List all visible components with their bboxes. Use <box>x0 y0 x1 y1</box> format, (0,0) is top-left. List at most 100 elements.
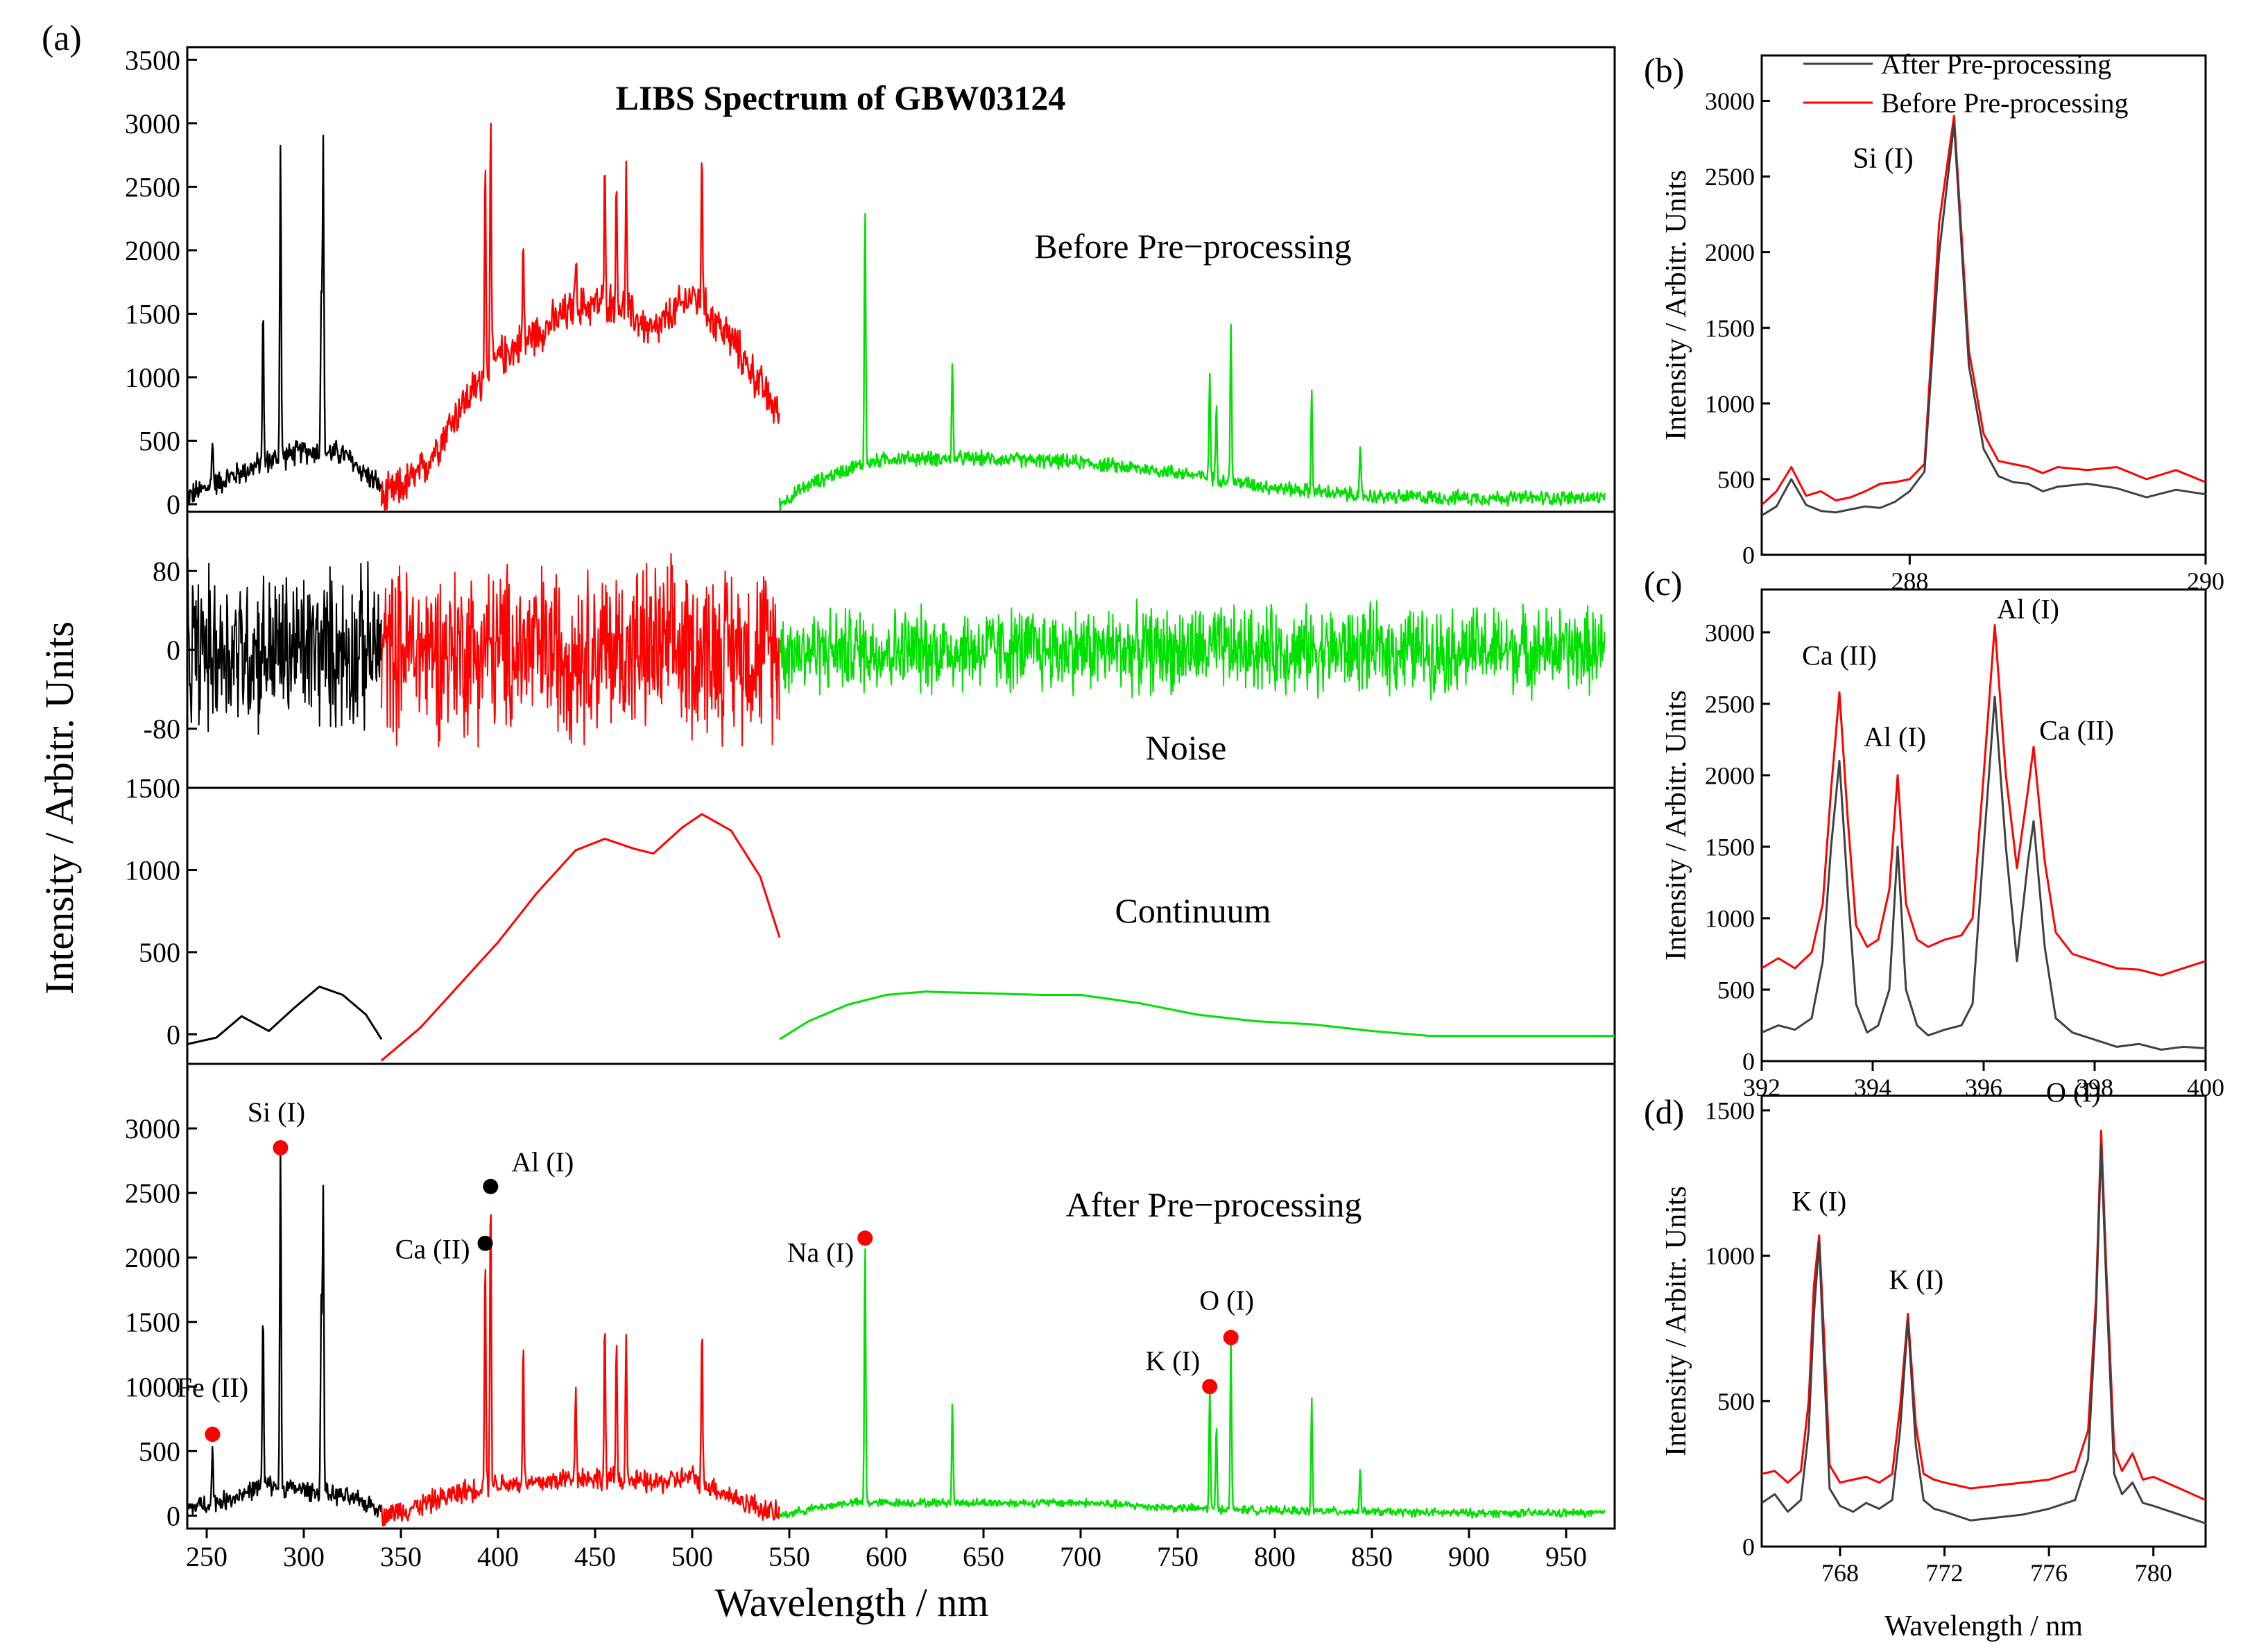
series-group <box>187 1143 1606 1527</box>
spectrum-line-spectrometer-2 <box>380 122 780 512</box>
x-tick-label: 450 <box>574 1541 616 1572</box>
x-tick-label: 500 <box>671 1541 713 1572</box>
detail-line-after-pre-processing <box>1761 1144 2206 1524</box>
main-y-axis-label: Intensity / Arbitr. Units <box>37 621 82 995</box>
spectrum-line-processed-1 <box>187 1143 382 1518</box>
y-tick-label: 2500 <box>125 171 180 203</box>
series-group <box>1761 1129 2206 1524</box>
y-tick-label: 3500 <box>125 44 180 76</box>
x-tick-label: 250 <box>186 1541 227 1572</box>
y-tick-label: 0 <box>1742 1048 1755 1076</box>
plot-frame <box>186 1062 1616 1530</box>
detail-line-after-pre-processing <box>1761 696 2206 1051</box>
y-tick-label: 1000 <box>125 854 180 886</box>
y-tick-label: 500 <box>139 937 180 968</box>
plot-frame <box>1760 54 2207 556</box>
y-tick-label: 2500 <box>1705 690 1755 718</box>
y-tick-label: 0 <box>1742 1533 1755 1561</box>
y-tick-label: 1500 <box>1705 1097 1755 1125</box>
y-tick-label: 500 <box>1717 466 1755 494</box>
y-tick-label: 1000 <box>125 1371 180 1402</box>
y-axis-label: Intensity / Arbitr. Units <box>1660 1186 1692 1456</box>
x-ticks: 250 300 350 400 450 500 550 600 650 700 750 800 850 9… <box>186 1529 1587 1572</box>
x-tick-label: 550 <box>768 1541 810 1572</box>
x-tick-label: 350 <box>380 1541 422 1572</box>
y-tick-label: -80 <box>144 714 180 745</box>
y-tick-label: 500 <box>139 425 180 456</box>
noise-line-noise-2 <box>381 553 780 748</box>
y-tick-label: 1000 <box>125 362 180 393</box>
panel-b-label: (b) <box>1644 51 1684 89</box>
si-detail-plot: Intensity / Arbitr. Units 0 500 1000 1500 20… <box>1660 49 2224 595</box>
noise-label: Noise <box>1146 728 1227 767</box>
y-tick-label: 3000 <box>125 108 180 139</box>
before-preprocessing-label: Before Pre−processing <box>1034 227 1351 266</box>
detail-line-before-pre-processing <box>1761 624 2206 976</box>
y-tick-label: 2500 <box>125 1178 180 1209</box>
peak-label: K (I) <box>1792 1185 1846 1216</box>
x-tick-label: 780 <box>2135 1559 2172 1587</box>
peak-annotation-label: Ca (II) <box>395 1234 470 1265</box>
peak-label: Ca (II) <box>1802 639 1877 671</box>
peak-annotation-label: K (I) <box>1145 1345 1200 1376</box>
peak-annotation-label: Fe (II) <box>177 1372 248 1403</box>
chart-title: LIBS Spectrum of GBW03124 <box>616 78 1066 117</box>
x-tick-label: 800 <box>1254 1541 1296 1572</box>
peak-marker <box>273 1139 289 1155</box>
y-axis-label: Intensity / Arbitr. Units <box>1660 690 1692 961</box>
continuum-line-continuum-1 <box>187 986 383 1046</box>
y-tick-label: 1500 <box>125 1307 180 1338</box>
series-group <box>1761 624 2206 1051</box>
y-tick-label: 1500 <box>125 773 180 804</box>
y-tick-label: 1500 <box>1705 834 1755 861</box>
continuum-line-continuum-2 <box>381 813 781 1062</box>
peak-label: Al (I) <box>1864 721 1926 752</box>
y-tick-label: 0 <box>166 489 180 520</box>
x-tick-label: 772 <box>1926 1559 1964 1587</box>
y-tick-label: 500 <box>139 1436 180 1467</box>
y-ticks: 0 500 1000 1500 <box>125 773 197 1050</box>
y-tick-label: 1000 <box>1705 905 1755 933</box>
detail-line-before-pre-processing <box>1760 114 2206 506</box>
main-x-axis-label: Wavelength / nm <box>715 1580 989 1625</box>
legend-before-label: Before Pre-processing <box>1881 87 2129 119</box>
spectrum-line-processed-3 <box>778 1248 1606 1519</box>
peak-labels: K (I) K (I) O (I) <box>1792 1076 2100 1295</box>
y-tick-label: 1000 <box>1705 1242 1755 1270</box>
panel-a-label: (a) <box>42 19 82 58</box>
peak-labels: Ca (II) Al (I) Al (I) Ca (II) <box>1802 594 2114 752</box>
x-tick-label: 600 <box>866 1541 907 1572</box>
x-tick-label: 768 <box>1821 1559 1859 1587</box>
x-tick-label: 400 <box>477 1541 519 1572</box>
after-preprocessing-plot: After Pre−processing 0 500 1000 1500 2000 250… <box>125 1062 1616 1572</box>
panel-c-label: (c) <box>1644 564 1683 603</box>
series-group <box>187 553 1606 748</box>
y-axis-label: Intensity / Arbitr. Units <box>1660 170 1692 440</box>
x-tick-label: 394 <box>1854 1074 1891 1101</box>
plot-frame <box>1760 1094 2207 1548</box>
y-tick-label: 500 <box>1717 976 1755 1004</box>
y-tick-label: 1500 <box>125 298 180 329</box>
y-ticks: 0 500 1000 1500 2000 2500 3000 <box>1705 619 1770 1076</box>
y-tick-label: 2000 <box>125 1242 180 1273</box>
spectrum-line-spectrometer-3 <box>778 213 1606 513</box>
series-group <box>1760 114 2206 517</box>
y-tick-label: 0 <box>166 1500 180 1531</box>
peak-marker <box>1202 1379 1218 1395</box>
y-tick-label: 2000 <box>1705 239 1755 266</box>
y-tick-label: 2000 <box>125 235 180 266</box>
legend: After Pre-processing Before Pre-processi… <box>1803 49 2129 119</box>
y-ticks: 0 500 1000 1500 2000 2500 3000 <box>125 1113 197 1531</box>
y-tick-label: 3000 <box>125 1113 180 1144</box>
noise-line-noise-1 <box>187 557 382 735</box>
x-ticks: 768 772 776 780 <box>1821 1547 2172 1587</box>
peak-label: Ca (II) <box>2039 715 2114 746</box>
x-tick-label: 300 <box>283 1541 325 1572</box>
si-peak-label: Si (I) <box>1853 143 1914 175</box>
x-tick-label: 396 <box>1965 1074 2002 1101</box>
y-ticks: 0 500 1000 1500 2000 2500 3000 <box>1705 87 1770 569</box>
y-tick-label: 1000 <box>1705 390 1755 418</box>
y-tick-label: 2500 <box>1705 163 1755 191</box>
peak-annotation-label: O (I) <box>1199 1285 1254 1316</box>
